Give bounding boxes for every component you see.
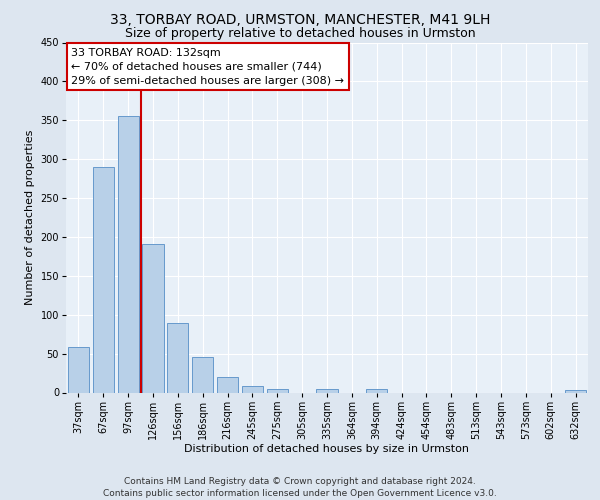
Bar [118, 116, 139, 392]
Y-axis label: Number of detached properties: Number of detached properties [25, 130, 35, 305]
Bar [93, 167, 114, 392]
Bar [142, 244, 164, 392]
Bar [267, 390, 288, 392]
Bar [565, 390, 586, 392]
Bar [167, 322, 188, 392]
Text: Contains HM Land Registry data © Crown copyright and database right 2024.
Contai: Contains HM Land Registry data © Crown c… [103, 476, 497, 498]
Bar [217, 377, 238, 392]
Text: Size of property relative to detached houses in Urmston: Size of property relative to detached ho… [125, 28, 475, 40]
Bar [316, 390, 338, 392]
X-axis label: Distribution of detached houses by size in Urmston: Distribution of detached houses by size … [185, 444, 470, 454]
Bar [242, 386, 263, 392]
Bar [68, 346, 89, 393]
Text: 33 TORBAY ROAD: 132sqm
← 70% of detached houses are smaller (744)
29% of semi-de: 33 TORBAY ROAD: 132sqm ← 70% of detached… [71, 48, 344, 86]
Bar [366, 390, 387, 392]
Text: 33, TORBAY ROAD, URMSTON, MANCHESTER, M41 9LH: 33, TORBAY ROAD, URMSTON, MANCHESTER, M4… [110, 12, 490, 26]
Bar [192, 356, 213, 392]
